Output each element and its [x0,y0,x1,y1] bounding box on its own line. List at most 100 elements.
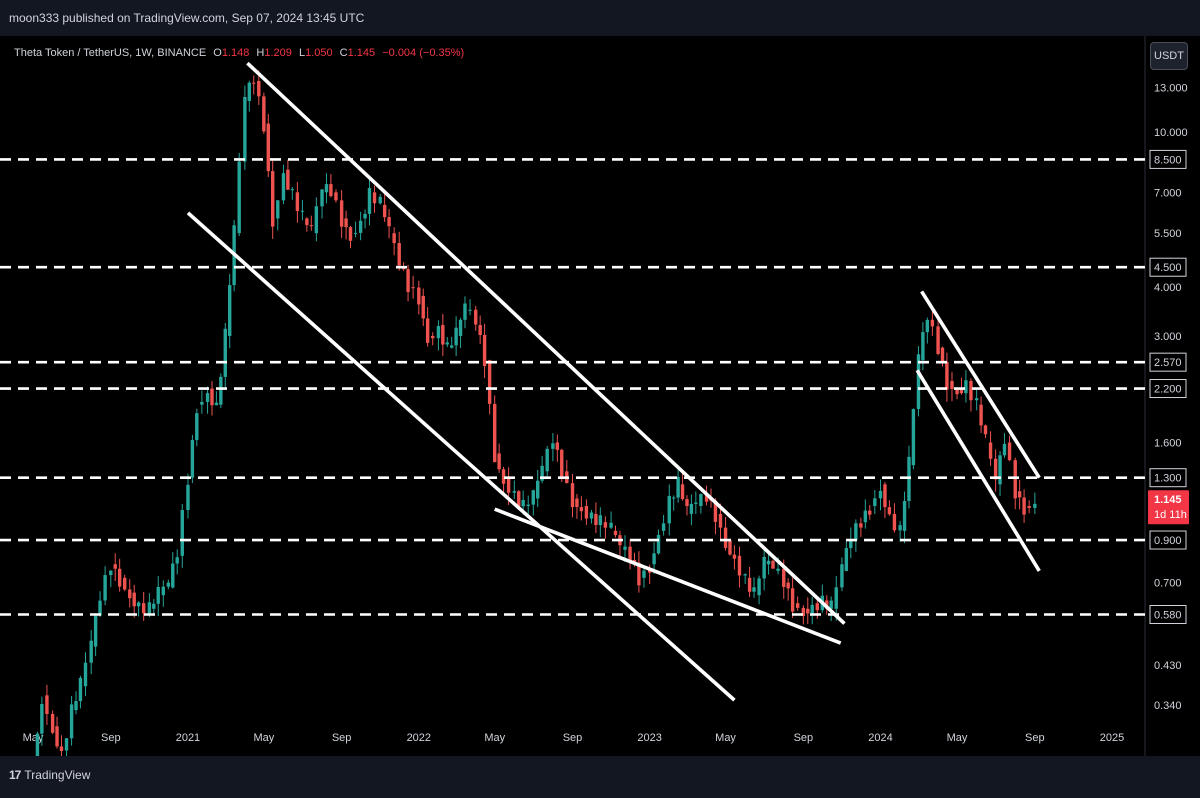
candle-body [652,553,656,565]
candle-body [35,733,40,756]
level-price-label-box [1149,352,1187,372]
candle-body [680,484,685,500]
candle-body [98,600,102,616]
low-label: L [298,47,306,59]
candle-body [916,354,921,410]
candle-body [959,388,964,394]
candle-body [109,570,113,576]
candle-body [718,513,723,528]
candle-body [382,204,387,218]
candle-body [378,196,382,204]
candle-body [305,218,309,226]
candle-body [667,495,671,524]
candle-body [898,525,902,531]
candle-body [1002,443,1007,456]
candle-body [132,592,136,607]
currency-button[interactable]: USDT [1150,42,1188,70]
candle-body [411,287,415,289]
candle-body [171,563,175,588]
candle-body [478,325,482,336]
candle-body [468,309,472,311]
candle-body [117,568,122,587]
candle-body [406,269,410,293]
level-price-label: 2.570 [1154,357,1182,369]
candle-body [921,332,925,361]
candle-body [40,704,44,734]
x-tick-label: 2023 [637,732,661,744]
candle-body [723,527,728,548]
candle-body [570,483,575,508]
candle-body [930,319,935,327]
candle-body [536,480,540,499]
candle-body [501,469,506,484]
candle-body [339,200,344,227]
brand-name: TradingView [24,768,91,782]
candle-body [540,465,544,481]
candle-body [737,555,742,576]
candle-body [661,523,666,531]
candle-body [950,380,954,390]
candle-body [445,342,449,345]
tradingview-brand[interactable]: 17 TradingView [9,768,90,782]
candle-body [747,577,752,592]
candle-body [367,188,372,214]
candle-body [136,602,141,607]
candle-body [829,600,833,609]
candle-body [281,173,286,201]
price-chart[interactable]: 13.000 10.000 7.000 5.500 4.000 3.000 1.600 0.7… [0,36,1200,756]
candle-body [59,746,64,751]
candle-body [517,491,521,507]
candle-body [762,556,766,579]
x-tick-label: May [484,732,505,744]
candle-body [584,506,589,519]
close-label: C [339,47,348,59]
level-price-label: 2.200 [1154,384,1182,396]
candle-body [892,513,897,531]
candle-body [214,402,219,406]
candle-body [487,360,492,404]
high-label: H [256,47,265,59]
candle-body [103,575,107,601]
candle-body [887,507,892,515]
level-price-label-box [1149,257,1187,277]
candle-body [854,523,858,541]
candle-body [458,319,463,336]
open-value: 1.148 [221,47,250,59]
candle-body [314,206,319,234]
candle-body [372,192,377,204]
candle-body [579,507,584,512]
candle-body [363,213,367,219]
candle-body [436,326,441,339]
candle-body [974,398,979,401]
candle-body [344,218,348,228]
level-price-label-box [1149,379,1187,399]
candle-body [252,82,256,84]
x-tick-label: 2024 [868,732,892,744]
candle-body [609,522,613,528]
y-tick-label: 10.000 [1154,127,1188,139]
candle-body [637,562,641,586]
candle-body [647,570,652,573]
level-price-label: 4.500 [1154,262,1182,274]
trendline [920,290,1041,479]
candle-body [190,440,195,478]
candle-body [205,393,210,402]
x-tick-label: Sep [794,732,814,744]
candle-body [123,577,127,590]
candle-body [1017,491,1022,498]
candle-body [506,477,511,493]
candle-body [1033,503,1037,508]
x-tick-label: Sep [563,732,583,744]
bottom-bar [0,756,1200,798]
candle-body [863,510,868,523]
level-price-label-box [1149,149,1187,169]
y-tick-label: 0.700 [1154,578,1182,590]
candle-body [300,210,305,212]
candle-body [936,326,940,354]
candle-body [859,523,863,528]
change-value: −0.004 (−0.35%) [382,47,465,59]
candle-body [945,361,949,390]
candle-body [704,493,709,502]
candle-body [353,232,358,234]
top-bar: moon333 published on TradingView.com, Se… [0,0,1200,36]
